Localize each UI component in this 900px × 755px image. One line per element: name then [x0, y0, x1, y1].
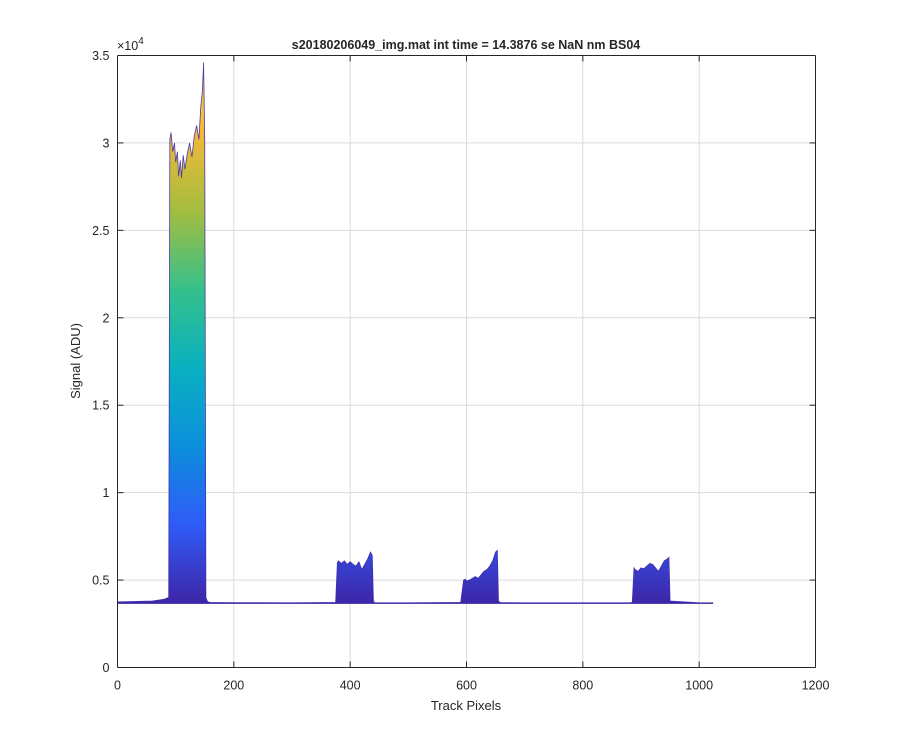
x-tick-label: 600	[456, 679, 477, 693]
y-tick-label: 3.5	[92, 49, 109, 63]
y-tick-label: 2	[103, 311, 110, 325]
x-tick-label: 0	[114, 679, 121, 693]
series-line-0	[117, 62, 714, 604]
y-tick-label: 2.5	[92, 224, 109, 238]
x-axis-label: Track Pixels	[431, 698, 502, 713]
y-tick-label: 1	[103, 486, 110, 500]
data-area	[117, 62, 714, 604]
x-tick-label: 1200	[802, 679, 830, 693]
ticks: 0 200 400 600 800 1000 1200 0 0.5 1 1.5 2 2.5 3 3.5	[92, 49, 829, 693]
y-tick-label: 0	[103, 661, 110, 675]
x-tick-label: 200	[223, 679, 244, 693]
y-exponent-label: ×104	[117, 36, 144, 53]
series-area-0	[117, 62, 714, 604]
y-tick-label: 1.5	[92, 399, 109, 413]
y-tick-label: 0.5	[92, 574, 109, 588]
y-axis-label: Signal (ADU)	[68, 323, 83, 399]
x-tick-label: 400	[340, 679, 361, 693]
x-tick-label: 800	[572, 679, 593, 693]
grid-lines	[117, 55, 816, 668]
x-tick-label: 1000	[685, 679, 713, 693]
chart-title: s20180206049_img.mat int time = 14.3876 …	[292, 38, 641, 52]
y-tick-label: 3	[103, 136, 110, 150]
